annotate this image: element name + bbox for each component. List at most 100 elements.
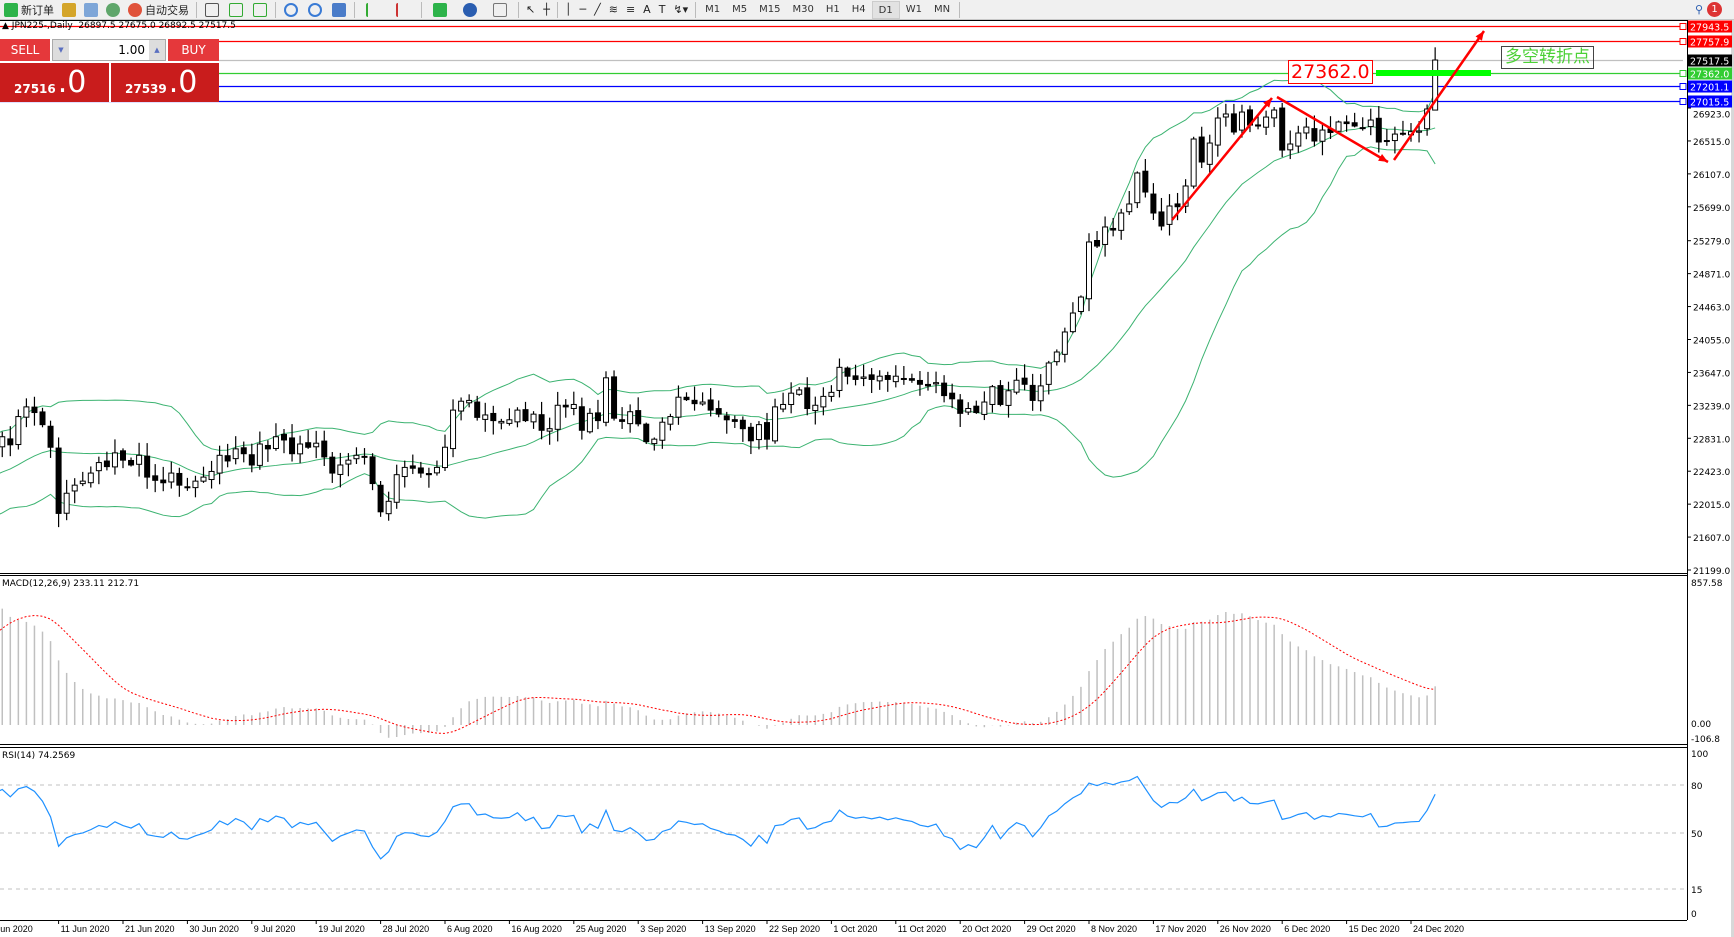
candle: [1319, 124, 1326, 156]
trendline-icon[interactable]: ╱: [594, 3, 601, 16]
candle-body: [71, 484, 78, 492]
text-icon[interactable]: A: [643, 3, 651, 16]
candle-body: [538, 414, 545, 431]
tile-windows-icon[interactable]: [332, 2, 346, 17]
lot-size-input[interactable]: ▼ 1.00 ▲: [52, 39, 166, 61]
buy-button[interactable]: BUY: [168, 39, 219, 62]
lot-size-value[interactable]: 1.00: [118, 43, 145, 57]
sell-price-button[interactable]: 27516.0: [0, 63, 109, 102]
sell-price: 27516: [14, 82, 56, 96]
timeframe-h4[interactable]: H4: [851, 3, 866, 15]
candle: [828, 385, 835, 402]
candle-body: [329, 456, 336, 474]
green-marker-bar: [1376, 70, 1491, 76]
candle: [1029, 373, 1036, 411]
candle-body: [377, 484, 384, 513]
candle-body: [1311, 128, 1318, 142]
candle-body: [764, 422, 770, 440]
candle-body: [514, 409, 521, 423]
text-annotation[interactable]: 多空转折点: [1501, 46, 1594, 69]
signal-icon[interactable]: [106, 2, 120, 17]
candle-body: [1271, 109, 1278, 119]
templates-icon[interactable]: [493, 2, 507, 17]
candle-body: [812, 404, 819, 412]
history-icon[interactable]: [84, 2, 98, 17]
periods-icon[interactable]: [463, 2, 477, 17]
gold-icon[interactable]: [62, 2, 76, 17]
candle: [562, 399, 569, 418]
candle-body: [1013, 379, 1020, 393]
candle-body: [562, 404, 569, 408]
candle-chart-icon[interactable]: [229, 2, 243, 17]
price-tick-label: 22423.0: [1693, 468, 1730, 478]
zoom-in-icon[interactable]: [284, 2, 298, 17]
candle: [1214, 107, 1221, 157]
decrease-lot-button[interactable]: ▼: [53, 40, 69, 60]
crosshair-icon[interactable]: ┼: [543, 3, 550, 16]
line-chart-icon[interactable]: [253, 2, 267, 17]
candle-body: [313, 442, 320, 448]
candle-body: [884, 375, 891, 380]
level-price-label: 27517.5: [1690, 57, 1729, 68]
price-annotation[interactable]: 27362.0: [1288, 60, 1373, 84]
candle-body: [240, 447, 247, 455]
candle: [603, 371, 609, 427]
plus-icon: [4, 2, 18, 17]
time-axis-label: 11 Jun 2020: [61, 924, 110, 934]
candle: [804, 377, 811, 416]
timeframe-mn[interactable]: MN: [933, 3, 951, 15]
buy-price-button[interactable]: 27539.0: [111, 63, 219, 102]
separator: [275, 1, 276, 18]
sell-button[interactable]: SELL: [0, 39, 50, 62]
indicators-icon[interactable]: [433, 2, 447, 17]
macd-signal-line: [0, 614, 1436, 734]
cursor-icon[interactable]: ↖: [526, 3, 536, 16]
candle-body: [788, 392, 795, 406]
candle-body: [723, 415, 730, 421]
new-order-button[interactable]: 新订单: [0, 1, 58, 19]
candle-body: [619, 419, 626, 422]
vertical-line-icon[interactable]: │: [564, 3, 572, 16]
candle-body: [385, 500, 392, 515]
bar-chart-icon[interactable]: [205, 2, 219, 17]
candle-body: [603, 377, 609, 423]
candle: [377, 480, 384, 517]
timeframe-m30[interactable]: M30: [792, 3, 814, 15]
level-handle: [1679, 70, 1687, 77]
timeframe-h1[interactable]: H1: [825, 3, 840, 15]
candle-body: [297, 443, 304, 455]
text-label-icon[interactable]: T: [658, 3, 666, 16]
timeframe-m15[interactable]: M15: [759, 3, 781, 15]
horizontal-line-icon[interactable]: ─: [579, 3, 587, 16]
auto-scroll-icon[interactable]: [366, 2, 380, 17]
notification-badge[interactable]: 1: [1707, 2, 1722, 17]
autotrade-button[interactable]: 自动交易: [124, 1, 193, 19]
fibonacci-icon[interactable]: ≡: [625, 3, 636, 16]
arrows-icon[interactable]: ↯▾: [673, 3, 689, 16]
search-icon[interactable]: ⚲: [1694, 3, 1703, 16]
zoom-out-icon[interactable]: [308, 2, 322, 17]
new-order-label: 新订单: [21, 3, 54, 17]
timeframe-m5[interactable]: M5: [732, 3, 748, 15]
candle-body: [216, 454, 223, 474]
candle: [643, 422, 650, 445]
candle: [1069, 302, 1076, 334]
candle: [715, 400, 722, 418]
timeframe-d1[interactable]: D1: [871, 0, 900, 19]
candle-body: [1287, 143, 1294, 151]
candle: [425, 467, 432, 488]
channel-icon[interactable]: ≋: [608, 3, 618, 16]
candle-body: [1432, 59, 1439, 111]
timeframe-w1[interactable]: W1: [905, 3, 922, 15]
candle: [1174, 192, 1181, 221]
timeframe-m1[interactable]: M1: [705, 3, 721, 15]
candle: [723, 411, 730, 434]
candle: [482, 402, 489, 432]
candle: [892, 365, 899, 388]
chart-shift-icon[interactable]: [396, 2, 410, 17]
candle-body: [828, 391, 835, 397]
candle: [313, 430, 320, 459]
increase-lot-button[interactable]: ▲: [149, 40, 165, 60]
candle: [23, 398, 30, 428]
